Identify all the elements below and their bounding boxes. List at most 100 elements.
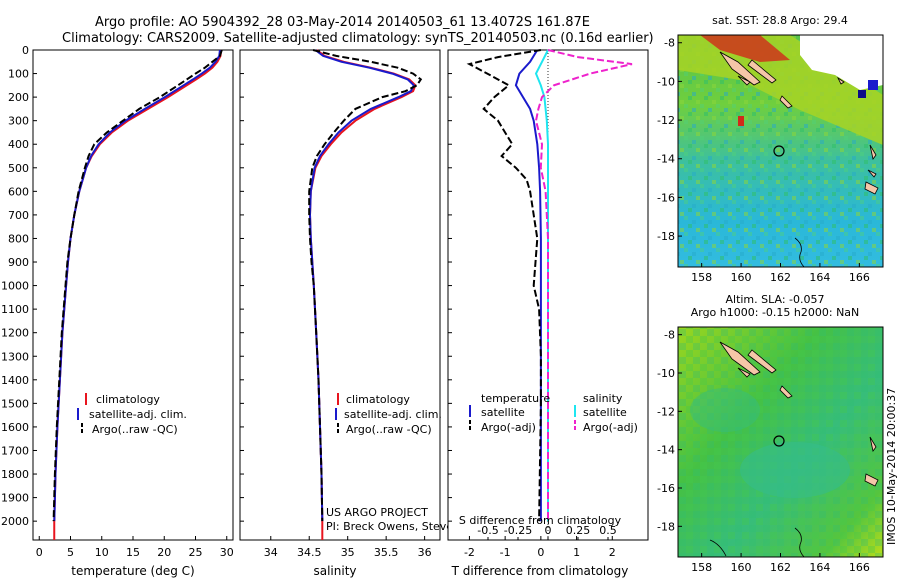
xtick-label: -2 — [464, 546, 475, 559]
map-xtick-label: 158 — [691, 561, 712, 574]
ytick-label: 0 — [22, 44, 29, 57]
ytick-label: 1800 — [1, 468, 29, 481]
series-line-argo-raw-qc- — [308, 49, 423, 522]
map-xtick-label: 164 — [809, 561, 830, 574]
map-ytick-label: -8 — [664, 37, 675, 50]
figure-title-line2: Climatology: CARS2009. Satellite-adjuste… — [62, 31, 654, 46]
xtick-label: 30 — [220, 546, 234, 559]
map-ytick-label: -10 — [657, 367, 675, 380]
xtick-label: 0 — [537, 546, 544, 559]
temperature-legend: climatology satellite-adj. clim. Argo(..… — [77, 393, 187, 436]
xtick-label: 25 — [189, 546, 203, 559]
sla-argo-marker — [773, 435, 785, 447]
ytick-label: 1300 — [1, 350, 29, 363]
series-line-temperature-argo-adj- — [466, 49, 542, 522]
map-ytick-label: -10 — [657, 75, 675, 88]
map-ytick-label: -12 — [657, 405, 675, 418]
map-ytick-label: -18 — [657, 230, 675, 243]
ytick-label: 300 — [8, 115, 29, 128]
ytick-label: 1900 — [1, 492, 29, 505]
ytick-label: 800 — [8, 232, 29, 245]
difference-legend-t-satellite: satellite — [481, 406, 525, 419]
xtick-label: 5 — [67, 546, 74, 559]
sst-land-vanuatu — [864, 144, 879, 195]
series-line-argo-raw-qc- — [52, 49, 223, 522]
temperature-legend-climatology: climatology — [96, 393, 160, 406]
ytick-label: 900 — [8, 256, 29, 269]
xtick-label: 1 — [573, 546, 580, 559]
sst-hot-patch — [700, 35, 790, 62]
temperature-axes-frame — [32, 49, 234, 541]
salinity-legend-argo: Argo(..raw -QC) — [346, 423, 432, 436]
map-ytick-label: -8 — [664, 329, 675, 342]
secondary-tick-label: -0.5 — [477, 524, 498, 537]
ytick-label: 200 — [8, 91, 29, 104]
salinity-xlabel: salinity — [313, 564, 356, 578]
figure-title-line1: Argo profile: AO 5904392_28 03-May-2014 … — [95, 15, 590, 30]
ytick-label: 1700 — [1, 444, 29, 457]
xtick-label: 10 — [95, 546, 109, 559]
map-xtick-label: 160 — [731, 271, 752, 284]
difference-legend-t-argo: Argo(-adj) — [481, 421, 536, 434]
secondary-tick-label: 0.5 — [599, 524, 617, 537]
map-xtick-label: 162 — [770, 271, 791, 284]
difference-xlabel: T difference from climatology — [451, 564, 629, 578]
difference-top-label: S difference from climatology — [459, 514, 622, 527]
sla-low-anomaly — [740, 442, 850, 498]
ytick-label: 600 — [8, 185, 29, 198]
ytick-label: 400 — [8, 138, 29, 151]
ytick-label: 2000 — [1, 515, 29, 528]
sst-map-title: sat. SST: 28.8 Argo: 29.4 — [712, 14, 848, 27]
map-xtick-label: 166 — [849, 561, 870, 574]
salinity-legend-climatology: climatology — [346, 393, 410, 406]
temperature-panel: 0100200300400500600700800900100011001200… — [1, 44, 234, 578]
ytick-label: 1100 — [1, 303, 29, 316]
credits-project: US ARGO PROJECT — [326, 506, 428, 519]
imos-timestamp: IMOS 10-May-2014 20:00:37 — [885, 388, 898, 545]
ytick-label: 1500 — [1, 397, 29, 410]
sst-missing-data — [800, 35, 883, 90]
xtick-label: 2 — [609, 546, 616, 559]
series-line-temperature-satellite — [514, 49, 542, 522]
series-line-salinity-argo-adj- — [534, 49, 633, 522]
difference-legend-s-satellite: satellite — [583, 406, 627, 419]
ytick-label: 1000 — [1, 280, 29, 293]
salinity-legend-satellite: satellite-adj. clim. — [344, 408, 442, 421]
difference-panel: -2 -1 0 1 2 -0.5 -0.25 0 0.25 0.5 T difference fr… — [447, 49, 649, 578]
xtick-label: 36 — [418, 546, 432, 559]
sst-land-solomons — [719, 51, 845, 109]
xtick-label: 35 — [341, 546, 355, 559]
xtick-label: 34 — [264, 546, 278, 559]
sst-map: sat. SST: 28.8 Argo: 29.4 158 160 162 164 16… — [657, 14, 884, 284]
xtick-label: 15 — [126, 546, 140, 559]
sla-map-subtitle: Argo h1000: -0.15 h2000: NaN — [691, 306, 860, 319]
difference-legend: temperature satellite Argo(-adj) salinit… — [469, 392, 638, 434]
sla-map-title: Altim. SLA: -0.057 — [725, 293, 824, 306]
map-xtick-label: 160 — [731, 561, 752, 574]
ytick-label: 700 — [8, 209, 29, 222]
sst-argo-marker — [773, 145, 785, 157]
map-xtick-label: 162 — [770, 561, 791, 574]
xtick-label: 34.5 — [297, 546, 322, 559]
secondary-tick-label: 0.25 — [566, 524, 591, 537]
sla-land-solomons — [719, 341, 793, 399]
map-ytick-label: -12 — [657, 114, 675, 127]
sla-map: Altim. SLA: -0.057 Argo h1000: -0.15 h20… — [657, 293, 884, 574]
ytick-label: 100 — [8, 68, 29, 81]
sla-land-vanuatu — [864, 436, 879, 487]
temperature-legend-satellite: satellite-adj. clim. — [89, 408, 187, 421]
secondary-tick-label: 0 — [545, 524, 552, 537]
map-ytick-label: -16 — [657, 482, 675, 495]
salinity-axes-frame — [239, 49, 441, 541]
temperature-legend-argo: Argo(..raw -QC) — [92, 423, 178, 436]
map-ytick-label: -16 — [657, 191, 675, 204]
salinity-legend: climatology satellite-adj. clim. Argo(..… — [335, 393, 442, 436]
map-xtick-label: 166 — [849, 271, 870, 284]
map-ytick-label: -14 — [657, 444, 675, 457]
map-ytick-label: -14 — [657, 153, 675, 166]
difference-legend-temperature: temperature — [481, 392, 550, 405]
xtick-label: 35.5 — [374, 546, 399, 559]
ytick-label: 1400 — [1, 374, 29, 387]
difference-legend-salinity: salinity — [583, 392, 623, 405]
